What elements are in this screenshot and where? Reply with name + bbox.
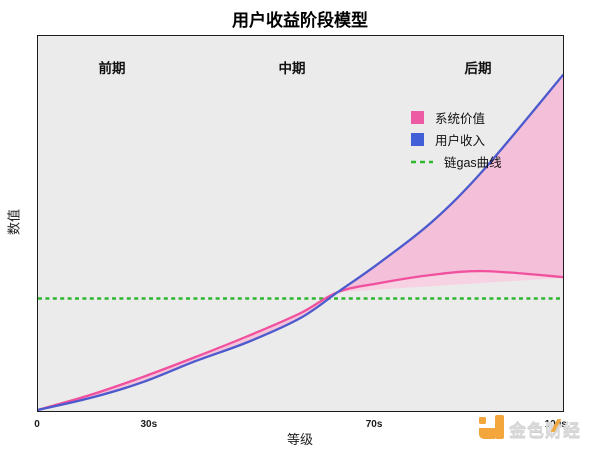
system-value-curve	[38, 269, 563, 411]
gas-dashed-line-icon	[411, 160, 433, 163]
legend-item-gas-curve: 链gas曲线	[411, 150, 502, 172]
x-axis-label: 等级	[286, 432, 314, 447]
x-tick-label: 70s	[365, 419, 383, 430]
chart-canvas	[38, 73, 563, 411]
x-tick-label: 30s	[140, 419, 158, 430]
user-income-swatch-icon	[411, 132, 424, 146]
system-value-swatch-icon	[411, 110, 424, 124]
phase-label-early: 前期	[98, 61, 126, 76]
watermark: 金色财经	[477, 415, 581, 441]
legend-item-user-income: 用户收入	[411, 128, 502, 150]
x-tick-label: 0	[34, 419, 40, 430]
plot-area	[37, 35, 564, 412]
jinse-logo-icon	[479, 415, 504, 439]
legend-label: 系统价值	[435, 111, 486, 126]
legend: 系统价值 用户收入 链gas曲线	[411, 106, 502, 172]
phase-label-late: 后期	[464, 61, 492, 76]
user-income-curve	[38, 73, 563, 411]
fill-income-vs-value	[337, 75, 563, 293]
watermark-text: 金色财经	[509, 418, 581, 440]
legend-label: 链gas曲线	[444, 155, 502, 170]
legend-label: 用户收入	[435, 133, 486, 148]
y-axis-label: 数值	[6, 208, 22, 236]
legend-item-system-value: 系统价值	[411, 106, 502, 128]
fill-early-gap	[38, 292, 338, 410]
phase-label-mid: 中期	[278, 61, 306, 76]
chart-title: 用户收益阶段模型	[232, 11, 368, 30]
